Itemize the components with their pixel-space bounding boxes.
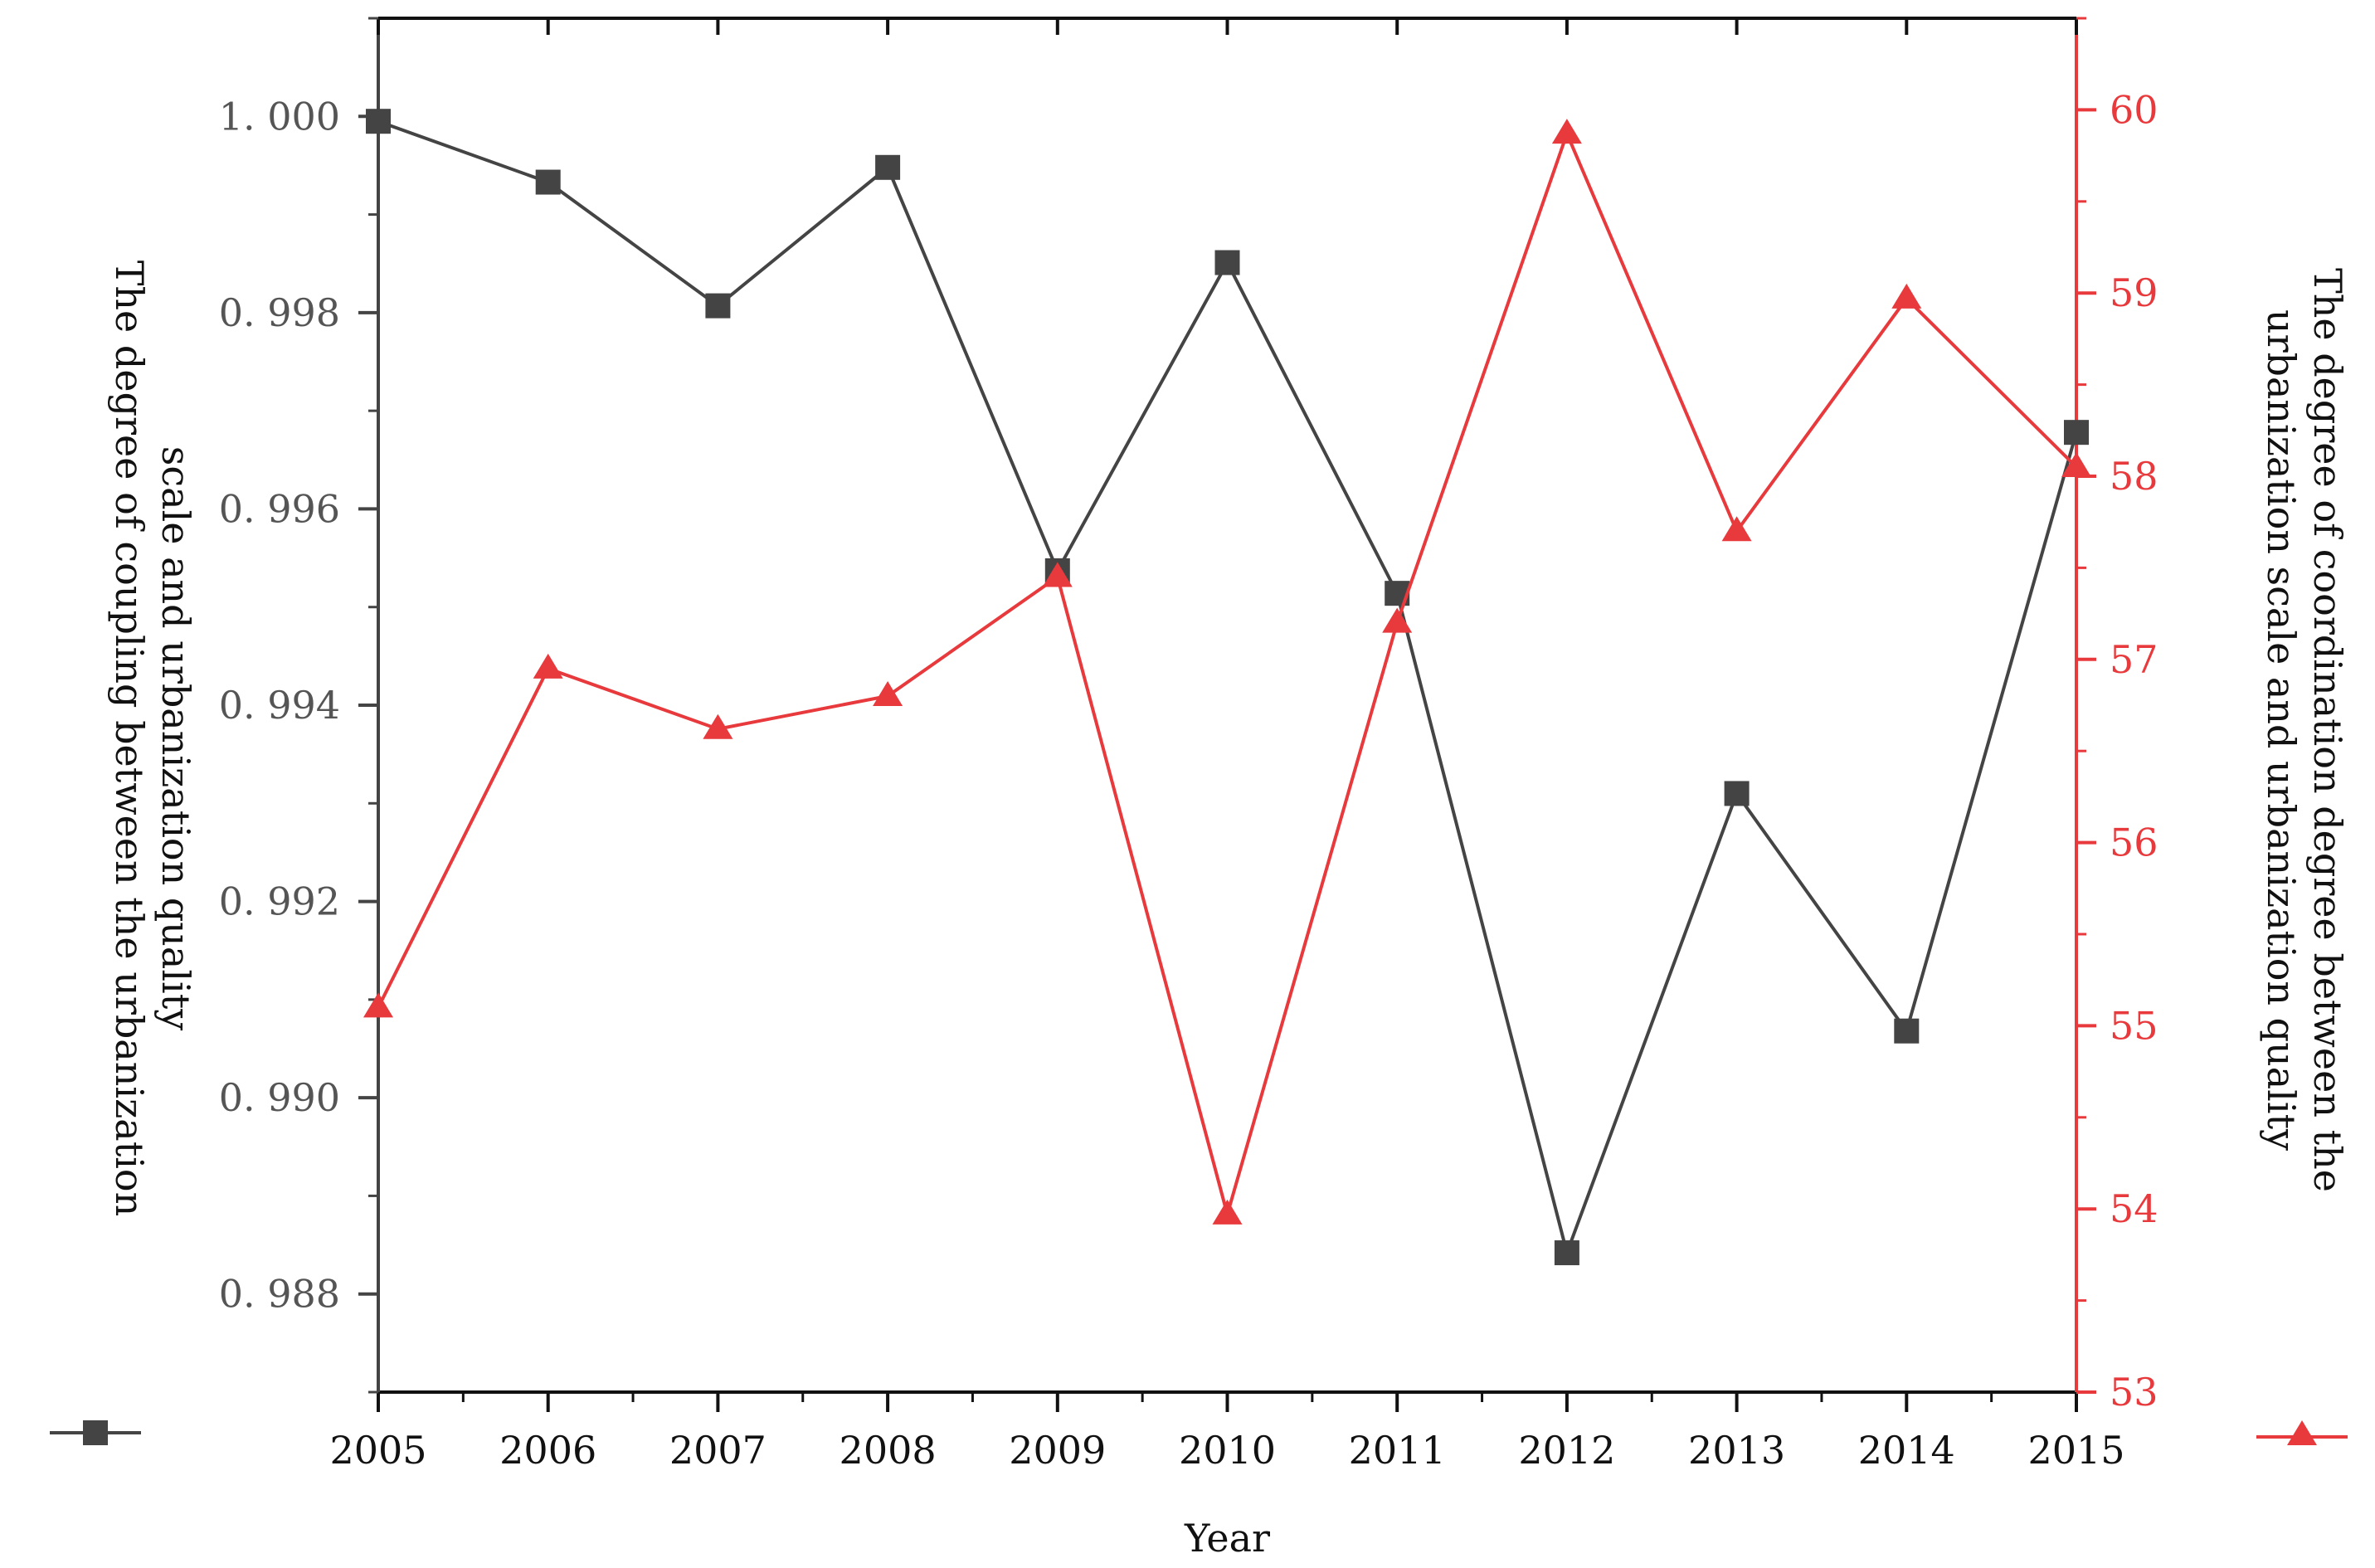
left-y-tick-label: 0. 988 xyxy=(219,1272,340,1317)
axes-layer xyxy=(377,17,2078,1394)
series-line-square xyxy=(377,119,2078,1259)
data-point-triangle xyxy=(1212,1199,1243,1225)
data-point-triangle xyxy=(1042,562,1073,587)
data-point-square xyxy=(2064,420,2089,446)
x-tick-label: 2014 xyxy=(1858,1428,1955,1473)
data-point-square xyxy=(366,109,391,134)
left-y-tick-label: 0. 990 xyxy=(219,1075,340,1120)
data-point-square xyxy=(535,169,561,195)
data-point-square xyxy=(875,154,901,180)
left-y-axis-title-line: scale and urbanization quality xyxy=(153,446,198,1031)
x-tick-label: 2010 xyxy=(1179,1428,1276,1473)
left-y-tick-label: 0. 994 xyxy=(219,683,340,728)
left-y-axis-title-line: The degree of coupling between the urban… xyxy=(107,261,152,1217)
data-point-triangle xyxy=(533,653,563,679)
x-axis-title: Year xyxy=(1184,1516,1270,1561)
right-series-legend-marker xyxy=(2287,1420,2317,1445)
data-point-triangle xyxy=(363,992,393,1018)
right-y-axis-title-line: urbanization scale and urbanization qual… xyxy=(2259,309,2304,1151)
x-tick-label: 2008 xyxy=(840,1428,937,1473)
right-y-tick-label: 54 xyxy=(2110,1186,2158,1231)
x-tick-label: 2006 xyxy=(499,1428,596,1473)
data-point-square xyxy=(1214,250,1240,275)
left-y-tick-label: 0. 996 xyxy=(219,486,340,531)
x-tick-label: 2011 xyxy=(1349,1428,1446,1473)
right-y-tick-label: 59 xyxy=(2110,270,2158,315)
data-point-square xyxy=(1894,1018,1920,1044)
left-y-tick-label: 0. 998 xyxy=(219,290,340,335)
right-y-tick-label: 58 xyxy=(2110,454,2158,499)
right-y-tick-label: 60 xyxy=(2110,87,2158,132)
data-point-triangle xyxy=(1382,607,1413,633)
x-tick-label: 2005 xyxy=(329,1428,426,1473)
right-y-tick-label: 56 xyxy=(2110,821,2158,865)
data-point-triangle xyxy=(2061,451,2091,477)
data-point-triangle xyxy=(1721,516,1752,542)
x-tick-label: 2015 xyxy=(2027,1428,2124,1473)
data-point-triangle xyxy=(1551,119,1582,144)
right-y-axis-title-line: The degree of coordination degree betwee… xyxy=(2305,268,2350,1192)
x-tick-label: 2013 xyxy=(1688,1428,1785,1473)
data-point-triangle xyxy=(703,713,733,739)
right-y-tick-label: 53 xyxy=(2110,1370,2158,1415)
data-point-square xyxy=(1554,1240,1579,1266)
x-tick-label: 2012 xyxy=(1518,1428,1615,1473)
left-y-tick-label: 1. 000 xyxy=(219,94,340,139)
series-line-triangle xyxy=(377,129,2078,1221)
x-tick-label: 2007 xyxy=(669,1428,767,1473)
data-point-square xyxy=(705,293,731,319)
ticks-layer: 2005 2006 2007 2008 2009 2010 2011 2012 2013 2014… xyxy=(219,17,2158,1473)
data-point-square xyxy=(1724,781,1750,806)
series-layer xyxy=(363,109,2091,1266)
data-point-triangle xyxy=(873,680,903,706)
x-tick-label: 2009 xyxy=(1009,1428,1106,1473)
left-y-tick-label: 0. 992 xyxy=(219,879,340,924)
left-series-legend-marker xyxy=(83,1420,108,1445)
data-point-triangle xyxy=(1891,283,1922,309)
right-y-tick-label: 57 xyxy=(2110,637,2158,682)
right-y-tick-label: 55 xyxy=(2110,1003,2158,1048)
labels-layer: Year The degree of coupling between the u… xyxy=(50,261,2350,1561)
